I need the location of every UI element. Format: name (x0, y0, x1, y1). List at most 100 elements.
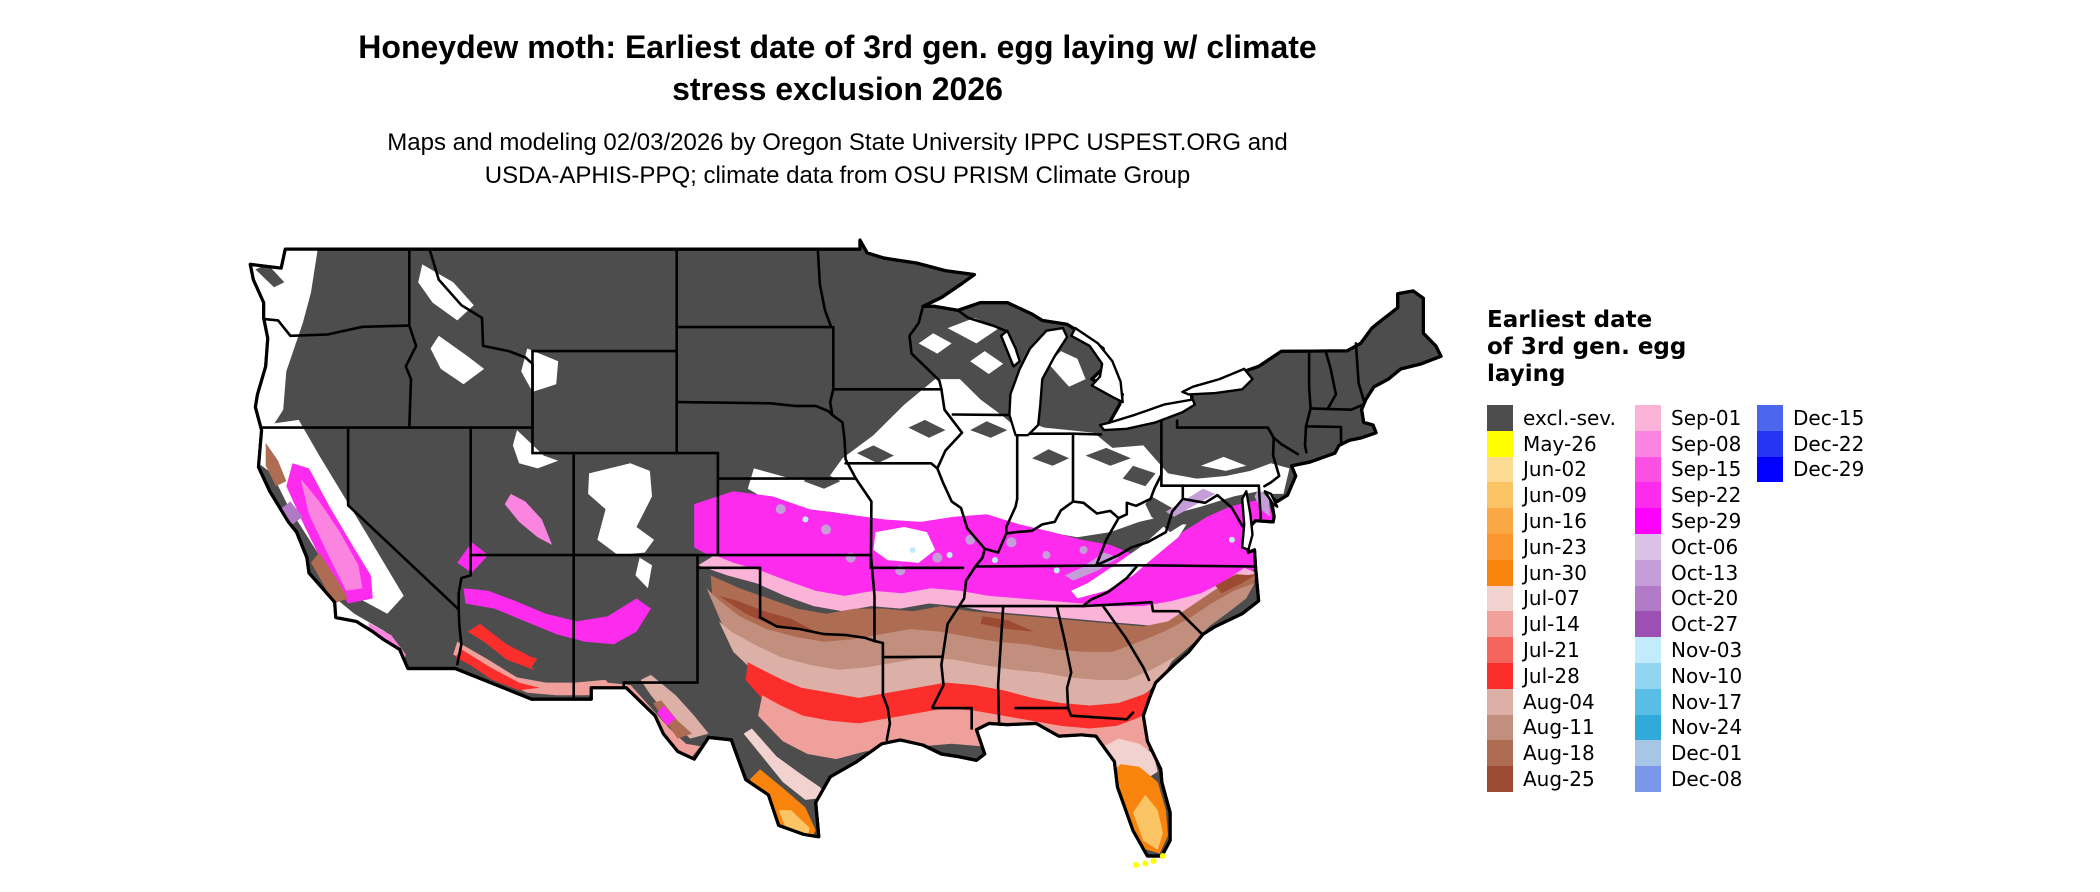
legend-entry: Nov-24 (1635, 714, 1743, 741)
us-map (241, 221, 1446, 884)
legend-label: Jul-28 (1523, 663, 1580, 688)
legend-column-2: Sep-01 Sep-08 Sep-15 Sep-22 Sep-29 Oct-06 Oct-… (1635, 405, 1742, 792)
legend-label: Nov-03 (1671, 638, 1743, 663)
legend-label: May-26 (1523, 431, 1597, 456)
legend-entry: Nov-10 (1635, 662, 1743, 689)
legend-swatch (1487, 585, 1513, 612)
legend-entry: Aug-18 (1487, 740, 1616, 767)
map-subtitle-line1: Maps and modeling 02/03/2026 by Oregon S… (387, 129, 1288, 156)
legend-label: Oct-27 (1671, 612, 1739, 637)
legend-label: Jun-30 (1523, 560, 1587, 585)
legend-entry: Oct-06 (1635, 533, 1742, 560)
legend-entry: Sep-01 (1635, 405, 1742, 431)
legend-label: Sep-15 (1671, 457, 1742, 482)
legend-entry: Sep-22 (1635, 482, 1742, 509)
legend-entry: Nov-03 (1635, 637, 1742, 663)
legend-entry: Dec-01 (1635, 740, 1743, 767)
legend-swatch (1635, 482, 1661, 509)
legend-swatch (1635, 508, 1661, 534)
legend-label: Sep-29 (1671, 509, 1742, 534)
legend-entry: Aug-25 (1487, 766, 1616, 792)
legend-label: Aug-11 (1523, 715, 1595, 740)
map-subtitle-line2: USDA-APHIS-PPQ; climate data from OSU PR… (484, 162, 1191, 189)
legend-label: excl.-sev. (1523, 405, 1616, 430)
legend-entry: Jul-07 (1487, 585, 1616, 612)
legend-swatch (1635, 766, 1661, 792)
legend-entry: excl.-sev. (1487, 405, 1616, 431)
legend-label: Jul-07 (1523, 586, 1580, 611)
legend-swatch (1757, 405, 1783, 431)
legend-label: Aug-18 (1523, 741, 1595, 766)
legend-swatch (1487, 662, 1513, 689)
legend-column-1: excl.-sev. May-26 Jun-02 Jun-09 Jun-16 Jun-23… (1487, 405, 1616, 792)
legend-swatch (1635, 611, 1661, 638)
legend-swatch (1487, 430, 1513, 457)
legend-swatch (1487, 508, 1513, 534)
legend-entry: Dec-15 (1757, 405, 1864, 431)
legend: Earliest date of 3rd gen. egg laying exc… (1487, 307, 1864, 792)
legend-entry: Dec-29 (1757, 456, 1865, 483)
legend-entry: Jul-21 (1487, 637, 1616, 663)
legend-entry: Oct-20 (1635, 585, 1742, 612)
legend-title: Earliest date of 3rd gen. egg laying (1487, 307, 1687, 387)
legend-entry: Jun-30 (1487, 559, 1616, 586)
legend-swatch (1487, 688, 1513, 715)
legend-swatch (1635, 662, 1661, 689)
legend-entry: Jun-09 (1487, 482, 1616, 509)
legend-entry: Jun-23 (1487, 533, 1616, 560)
legend-entry: Aug-04 (1487, 688, 1616, 715)
legend-swatch (1487, 611, 1513, 638)
legend-label: Nov-17 (1671, 689, 1743, 714)
legend-swatch (1635, 585, 1661, 612)
legend-entry: Jun-16 (1487, 508, 1616, 534)
legend-entry: Sep-15 (1635, 456, 1742, 483)
legend-entry: Aug-11 (1487, 714, 1616, 741)
legend-swatch (1635, 688, 1661, 715)
legend-swatch (1487, 637, 1513, 663)
us-map-svg (248, 238, 1443, 868)
legend-swatch (1635, 405, 1661, 431)
legend-entry: Dec-08 (1635, 766, 1742, 792)
legend-entry: Jul-14 (1487, 611, 1616, 638)
legend-swatch (1487, 533, 1513, 560)
legend-entry: Jun-02 (1487, 456, 1616, 483)
legend-label: Aug-04 (1523, 689, 1595, 714)
legend-label: Nov-24 (1671, 715, 1743, 740)
legend-swatch (1635, 430, 1661, 457)
legend-label: Oct-06 (1671, 534, 1739, 559)
legend-entry: Sep-29 (1635, 508, 1742, 534)
legend-entry: Oct-27 (1635, 611, 1742, 638)
legend-entry: Sep-08 (1635, 430, 1742, 457)
legend-column-3: Dec-15 Dec-22 Dec-29 (1757, 405, 1865, 483)
legend-swatch (1487, 405, 1513, 431)
map-subtitle: Maps and modeling 02/03/2026 by Oregon S… (0, 126, 1675, 192)
legend-label: Dec-29 (1793, 457, 1865, 482)
legend-swatch (1635, 714, 1661, 741)
legend-label: Dec-22 (1793, 431, 1865, 456)
legend-label: Jun-09 (1523, 483, 1587, 508)
map-title-line2: stress exclusion 2026 (672, 71, 1003, 107)
map-title-line1: Honeydew moth: Earliest date of 3rd gen.… (358, 29, 1317, 65)
legend-swatch (1757, 456, 1783, 483)
legend-entry: Jul-28 (1487, 662, 1616, 689)
legend-label: Jul-14 (1523, 612, 1580, 637)
legend-swatch (1487, 714, 1513, 741)
legend-label: Jun-23 (1523, 534, 1587, 559)
legend-label: Nov-10 (1671, 663, 1743, 688)
legend-entry: Nov-17 (1635, 688, 1743, 715)
legend-label: Jul-21 (1523, 638, 1580, 663)
legend-swatch (1635, 559, 1661, 586)
legend-label: Aug-25 (1523, 767, 1595, 792)
legend-label: Jun-16 (1523, 509, 1587, 534)
legend-label: Sep-01 (1671, 405, 1742, 430)
legend-swatch (1487, 456, 1513, 483)
legend-swatch (1487, 559, 1513, 586)
legend-label: Jun-02 (1523, 457, 1587, 482)
map-title: Honeydew moth: Earliest date of 3rd gen.… (0, 26, 1675, 110)
legend-label: Dec-01 (1671, 741, 1743, 766)
legend-label: Oct-20 (1671, 586, 1739, 611)
legend-swatch (1635, 456, 1661, 483)
legend-label: Sep-08 (1671, 431, 1742, 456)
legend-swatch (1487, 482, 1513, 509)
